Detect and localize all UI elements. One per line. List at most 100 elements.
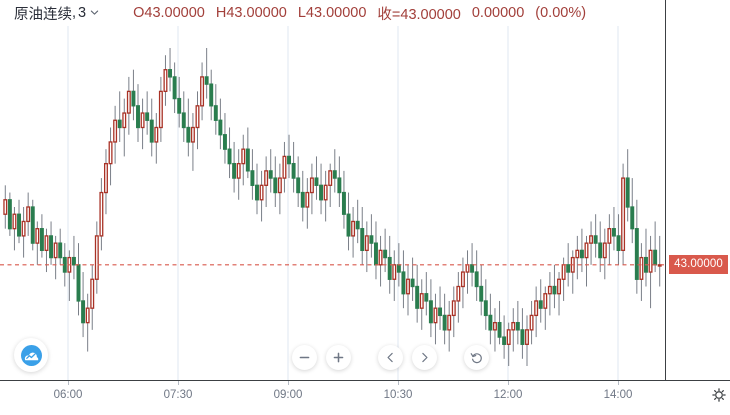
candle-body [113, 119, 118, 143]
candle-body [259, 184, 264, 201]
candle-body [30, 206, 35, 244]
ohlc-readout: O43.00000 H43.00000 L43.00000 收=43.00000… [133, 3, 586, 24]
candle-body [39, 228, 44, 252]
candle-body [3, 199, 8, 215]
current-price-tag: 43.00000 [669, 255, 728, 275]
candle-body [145, 112, 150, 121]
close-label: 收= [377, 6, 401, 23]
candle-body [264, 170, 269, 186]
candle-body [328, 170, 333, 186]
candle-body [140, 112, 145, 129]
candle-body [85, 307, 90, 324]
change-percent: (0.00%) [535, 5, 587, 21]
time-axis-tick [508, 380, 509, 385]
candle-body [529, 314, 534, 331]
candlestick-chart [0, 26, 665, 380]
time-axis-tick [618, 380, 619, 385]
candle-body [108, 141, 113, 165]
candle-body [543, 293, 548, 309]
candle-body [35, 228, 40, 244]
candle-body [369, 235, 374, 244]
close-value: 43.00000 [400, 6, 461, 23]
reset-chart-button[interactable] [464, 345, 489, 370]
candle-body [566, 264, 571, 273]
symbol-selector[interactable]: 原油连续 , 3 [14, 3, 99, 24]
candle-body [373, 242, 378, 266]
time-axis[interactable]: 06:00 07:30 09:00 10:30 12:00 14:00 [0, 380, 665, 415]
time-axis-tick [288, 380, 289, 385]
scroll-left-button[interactable] [378, 345, 403, 370]
chevron-right-icon [422, 352, 428, 363]
candle-body [158, 90, 163, 129]
candle-body [634, 228, 639, 280]
settings-gear-button[interactable] [710, 386, 727, 403]
candle-body [387, 256, 392, 280]
candle-body [291, 162, 296, 179]
candle-body [401, 271, 406, 295]
time-axis-divider [0, 380, 730, 382]
candle-body [653, 249, 658, 266]
candle-body [200, 76, 205, 107]
candle-body [305, 191, 310, 208]
candle-body [506, 329, 511, 345]
candle-body [502, 336, 507, 345]
change-value: 0.00000 [471, 5, 525, 21]
time-axis-tick [178, 380, 179, 385]
candle-body [360, 228, 365, 252]
candle-body [71, 256, 76, 266]
candle-body [255, 184, 259, 201]
zoom-in-button[interactable] [326, 345, 351, 370]
candle-body [561, 264, 566, 280]
candle-body [186, 126, 191, 143]
time-axis-label: 10:30 [383, 389, 413, 401]
candle-body [410, 278, 415, 288]
candle-body [149, 119, 154, 143]
cloud-chart-logo-icon[interactable] [14, 338, 48, 372]
candle-body [181, 112, 186, 129]
candle-body [351, 220, 356, 237]
candle-body [287, 155, 292, 165]
open-readout: O43.00000 [133, 5, 205, 21]
candle-body [346, 213, 351, 237]
candle-body [460, 271, 465, 288]
candlestick-plot-area[interactable] [0, 26, 665, 380]
candle-body [419, 293, 424, 309]
zoom-out-button[interactable] [292, 345, 317, 370]
candle-body [58, 242, 63, 259]
candle-body [492, 321, 497, 331]
candle-body [534, 300, 539, 317]
interval-value: 3 [78, 5, 87, 21]
candle-body [131, 90, 136, 107]
candle-body [168, 69, 173, 78]
chevron-down-icon[interactable] [90, 8, 99, 17]
candle-body [648, 249, 653, 273]
symbol-separator: , [72, 5, 77, 21]
candle-body [195, 105, 200, 129]
candle-body [241, 148, 246, 165]
candle-body [21, 220, 26, 237]
scroll-right-button[interactable] [412, 345, 437, 370]
candle-body [607, 228, 612, 244]
candle-body [245, 148, 250, 172]
candle-body [7, 199, 12, 230]
candle-body [53, 242, 58, 259]
candle-body [44, 235, 49, 252]
candle-body [268, 170, 273, 179]
candle-body [579, 249, 584, 259]
candle-body [204, 76, 209, 85]
symbol-name: 原油连续 [14, 6, 72, 23]
candle-body [625, 177, 630, 208]
price-scale[interactable] [665, 26, 730, 380]
candle-body [456, 285, 461, 302]
candle-body [433, 307, 438, 324]
candle-body [232, 162, 237, 179]
candle-body [378, 249, 383, 266]
candle-body [355, 220, 360, 230]
candle-body [177, 97, 182, 114]
candle-body [538, 300, 543, 309]
close-readout: 收=43.00000 [377, 3, 460, 24]
candle-body [90, 278, 95, 309]
candle-body [525, 329, 529, 345]
candle-body [424, 293, 429, 302]
candle-body [341, 191, 346, 215]
